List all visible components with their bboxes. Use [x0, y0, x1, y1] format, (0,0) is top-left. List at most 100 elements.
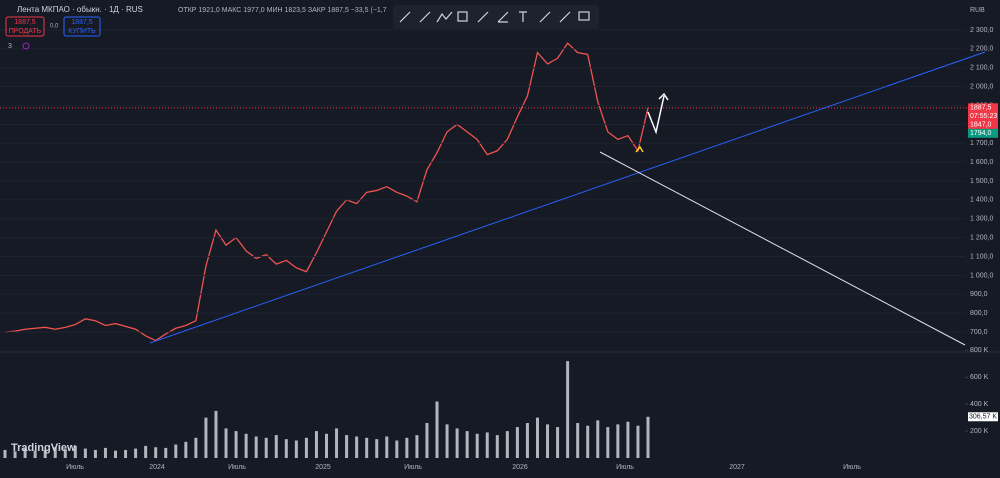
y2-tick-label: 800 K [970, 347, 989, 354]
volume-bar [485, 432, 489, 458]
y-tick-label: 1 200,0 [970, 234, 993, 241]
y-tick-label: 1 100,0 [970, 253, 993, 260]
y-tick-label: 1 300,0 [970, 216, 993, 223]
price-tag [968, 103, 998, 113]
volume-bar [264, 437, 268, 458]
volume-bar [395, 440, 399, 458]
volume-bar [365, 437, 369, 458]
volume-bar [244, 433, 248, 458]
arrow-drawing [647, 92, 669, 135]
x-tick-label: Июль [66, 464, 84, 471]
volume-bar [355, 436, 359, 458]
price-labels: 700,0 800,0 900,0 1 000,0 1 100,0 1 200,0 1 30… [66, 27, 998, 471]
tool-icon[interactable] [436, 11, 453, 23]
price-tag-label: 07:55:23 [970, 113, 997, 120]
trend-line [599, 151, 966, 346]
toolbar-icons [399, 11, 590, 23]
ohlc: ОТКР 1921,0 МАКС 1977,0 МИН 1823,5 ЗАКР … [178, 7, 387, 14]
volume-bar [154, 447, 158, 458]
tool-icon[interactable] [578, 11, 590, 21]
y-tick-label: 2 000,0 [970, 83, 993, 90]
volume-bar [546, 424, 550, 458]
tool-icon[interactable] [497, 11, 509, 23]
buy-label: КУПИТЬ [68, 28, 96, 35]
volume-bar [304, 437, 308, 458]
symbol: Лента МКПАО · обыкн. · 1Д · RUS [17, 5, 143, 14]
volume-bar [375, 439, 379, 458]
sell-label: ПРОДАТЬ [9, 28, 42, 35]
buy-button[interactable] [63, 16, 101, 37]
volume-bar [124, 449, 128, 458]
sell-price: 1887,5 [14, 19, 36, 26]
volume-bar [576, 423, 580, 458]
volume-bar [345, 435, 349, 458]
tool-icon[interactable] [539, 11, 551, 23]
volume-bar [455, 428, 459, 458]
indicator-icon[interactable] [22, 42, 30, 50]
tool-icon[interactable] [559, 11, 571, 23]
volume-bar [83, 448, 87, 458]
volume-bar [204, 417, 208, 458]
arrow-drawing [635, 145, 644, 153]
tool-icon[interactable] [477, 11, 489, 23]
volume-bar [134, 448, 138, 458]
y2-tick-label: 200 K [970, 428, 989, 435]
spread: 0,0 [50, 24, 59, 30]
volume-bar [335, 428, 339, 458]
volume-bar [425, 423, 429, 458]
volume-bar [274, 435, 278, 458]
y-tick-label: 1 400,0 [970, 197, 993, 204]
y-tick-label: 2 200,0 [970, 46, 993, 53]
y-tick-label: 1 500,0 [970, 178, 993, 185]
volume-bar [174, 444, 178, 458]
volume-bar [566, 361, 570, 458]
volume-bar [495, 435, 499, 458]
tool-icon[interactable] [519, 11, 527, 22]
volume-bar [284, 439, 288, 458]
volume-bar [3, 449, 7, 458]
volume-bar [43, 449, 47, 458]
currency[interactable]: RUB [970, 7, 985, 14]
y2-tick-label: 400 K [970, 401, 989, 408]
indicator-count[interactable]: 3 [8, 43, 12, 50]
volume-bar [525, 423, 529, 458]
volume-bar [13, 451, 17, 458]
volume-bar [606, 427, 610, 458]
volume-bar [33, 450, 37, 458]
volume-bar [294, 440, 298, 458]
tool-icon[interactable] [457, 11, 468, 22]
trend-line [149, 51, 986, 344]
x-tick-label: Июль [843, 464, 861, 471]
volume-bar [325, 433, 328, 458]
y-tick-label: 700,0 [970, 329, 988, 336]
volume-bar [435, 401, 439, 458]
volume-bar [63, 449, 67, 458]
volume-tag-label: 306,57 K [969, 414, 997, 421]
volume-bar [53, 447, 57, 458]
x-tick-label: Июль [404, 464, 422, 471]
volume-bar [515, 427, 519, 458]
tool-icon[interactable] [419, 11, 431, 23]
y-tick-label: 800,0 [970, 310, 988, 317]
logo: TradingView [11, 442, 76, 454]
volume-bar [586, 425, 590, 458]
price-tag [968, 111, 998, 121]
volume-bar [234, 431, 238, 458]
y-tick-label: 1 600,0 [970, 159, 993, 166]
x-tick-label: 2026 [512, 464, 528, 471]
price-tag [968, 128, 998, 138]
volume-bar [93, 449, 97, 458]
sell-button[interactable] [5, 16, 45, 37]
price-tag-label: 1794,0 [970, 130, 992, 137]
volume-bar [626, 421, 630, 458]
drawing-toolbar[interactable] [393, 5, 599, 29]
volume-bar [596, 420, 600, 458]
volume-bar [164, 447, 168, 458]
volume-bar [636, 425, 640, 458]
volume-bar [475, 433, 479, 458]
tool-icon[interactable] [399, 11, 411, 23]
volume-bar [314, 431, 318, 458]
y-tick-label: 2 300,0 [970, 27, 993, 34]
